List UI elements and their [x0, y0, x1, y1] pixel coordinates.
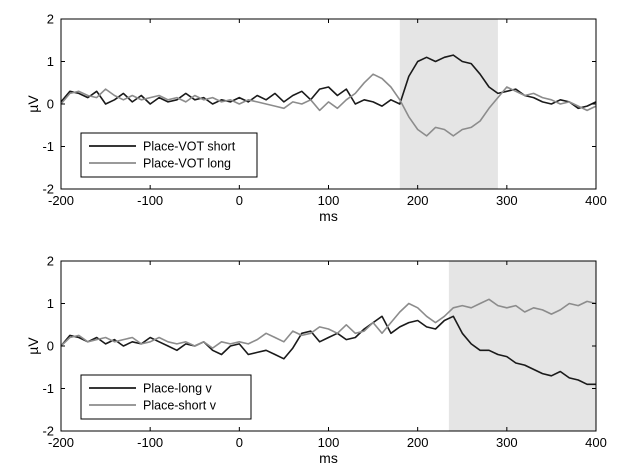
chart-bottom: -200 -100 0 100 200 300 400 -2 -1 0 1 2 ms µV Place-lo… — [25, 254, 607, 467]
x-axis-label: ms — [319, 450, 338, 466]
y-tick-label: 2 — [47, 254, 54, 269]
x-axis-label: ms — [319, 208, 338, 224]
series-line-1 — [60, 73, 597, 137]
x-tick-label: -100 — [137, 193, 163, 208]
x-tick-label: -100 — [137, 435, 163, 450]
y-tick-label: 2 — [47, 12, 54, 27]
y-axis-label: µV — [25, 95, 41, 113]
x-tick-label: 100 — [318, 435, 340, 450]
y-tick-label: 0 — [47, 339, 54, 354]
x-tick-label: 300 — [496, 435, 518, 450]
y-tick-label: -1 — [42, 139, 54, 154]
x-tick-label: 100 — [318, 193, 340, 208]
x-tick-label: 0 — [236, 435, 243, 450]
legend-label-1: Place-short v — [143, 399, 217, 413]
y-tick-label: 1 — [47, 296, 54, 311]
legend-label-1: Place-VOT long — [143, 157, 231, 171]
x-tick-label: -200 — [48, 435, 74, 450]
y-tick-label: 1 — [47, 54, 54, 69]
x-tick-label: 0 — [236, 193, 243, 208]
legend-label-0: Place-VOT short — [143, 140, 236, 154]
y-tick-label: -1 — [42, 381, 54, 396]
shaded-region — [399, 19, 498, 189]
x-tick-label: 300 — [496, 193, 518, 208]
series-line-0 — [60, 315, 596, 386]
x-tick-label: 400 — [585, 435, 607, 450]
legend: Place-long v Place-short v — [80, 374, 252, 420]
y-tick-label: -2 — [42, 424, 54, 439]
legend-box — [80, 374, 252, 420]
y-tick-label: -2 — [42, 182, 54, 197]
x-tick-label: -200 — [48, 193, 74, 208]
series-line-0 — [60, 54, 597, 110]
y-axis-label: µV — [25, 337, 41, 355]
x-tick-label: 200 — [407, 435, 429, 450]
chart-top: -200 -100 0 100 200 300 400 -2 -1 0 1 2 ms µV Place-VO… — [25, 12, 607, 225]
legend-label-0: Place-long v — [143, 382, 213, 396]
shaded-region — [448, 261, 596, 431]
legend: Place-VOT short Place-VOT long — [80, 132, 258, 178]
series-line-1 — [60, 298, 597, 349]
y-tick-label: 0 — [47, 97, 54, 112]
x-tick-label: 400 — [585, 193, 607, 208]
legend-box — [80, 132, 258, 178]
x-tick-label: 200 — [407, 193, 429, 208]
